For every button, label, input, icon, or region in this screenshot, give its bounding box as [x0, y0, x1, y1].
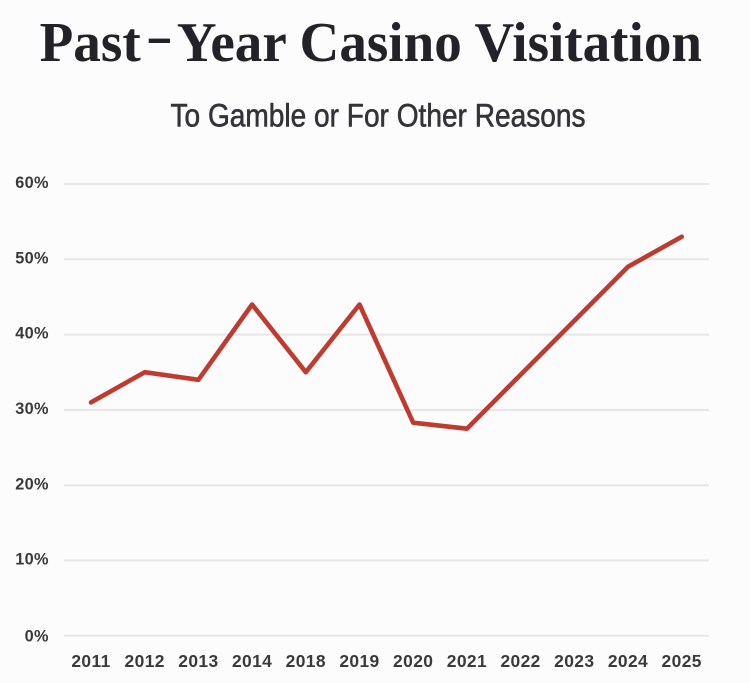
svg-text:2019: 2019: [339, 651, 379, 671]
svg-text:2018: 2018: [286, 651, 326, 671]
svg-text:2022: 2022: [500, 651, 540, 671]
svg-text:50%: 50%: [15, 249, 49, 267]
svg-text:2023: 2023: [554, 651, 594, 671]
svg-text:0%: 0%: [25, 628, 49, 646]
svg-text:2020: 2020: [393, 651, 433, 671]
svg-text:30%: 30%: [15, 400, 49, 418]
svg-text:2013: 2013: [178, 651, 218, 671]
svg-text:10%: 10%: [15, 551, 49, 569]
svg-text:2024: 2024: [608, 651, 648, 671]
svg-text:60%: 60%: [15, 174, 49, 192]
svg-text:2011: 2011: [71, 651, 110, 671]
svg-text:40%: 40%: [15, 325, 49, 343]
svg-text:Past: Past: [40, 12, 142, 74]
svg-text:2014: 2014: [232, 651, 272, 671]
svg-text:Year Casino Visitation: Year Casino Visitation: [177, 12, 702, 74]
svg-text:2025: 2025: [662, 651, 702, 671]
svg-text:To Gamble or For Other Reasons: To Gamble or For Other Reasons: [171, 96, 586, 133]
svg-text:2012: 2012: [125, 651, 165, 671]
svg-text:20%: 20%: [15, 475, 49, 493]
svg-text:2021: 2021: [447, 651, 487, 671]
